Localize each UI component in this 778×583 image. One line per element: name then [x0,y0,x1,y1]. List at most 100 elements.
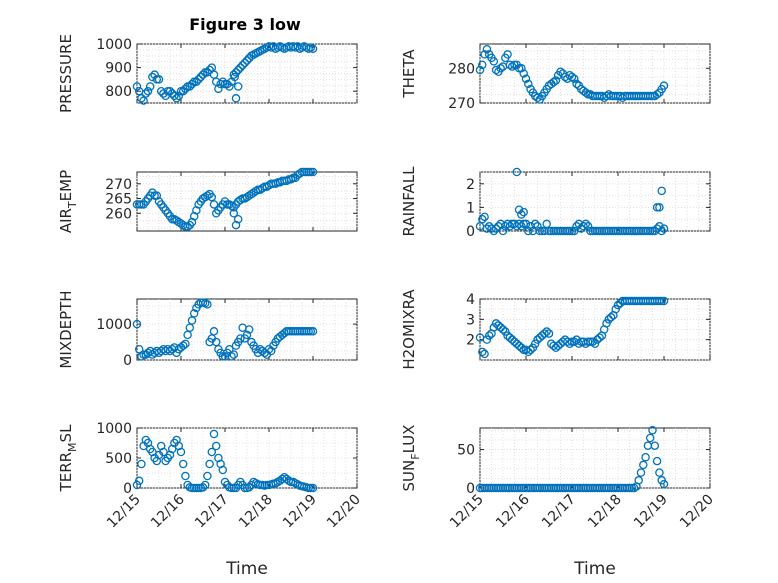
data-point [134,476,144,486]
data-point [181,84,190,94]
plot-area [479,171,711,232]
data-point [178,341,188,350]
data-point [214,84,223,94]
y-axis-label-tail: SL [57,424,75,443]
data-point [521,74,531,83]
data-point [141,89,151,98]
data-point [233,214,243,224]
data-point [233,82,243,91]
data-point [530,219,540,229]
data-point [222,79,232,89]
data-point [606,313,616,322]
data-point [514,205,524,215]
data-point [229,350,239,359]
data-point [491,65,501,75]
data-point [172,94,181,103]
y-axis-label: AIRTEMP [57,170,79,233]
data-point [590,339,600,348]
y-axis-label-sub: T [66,201,79,209]
data-point [196,72,206,82]
data-point [535,226,545,236]
y-axis-label: MIXDEPTH [57,290,75,368]
x-tick-label: 12/17 [539,492,579,532]
series-markers [132,429,318,493]
data-point [137,94,146,103]
y-axis-label-main: SUN [400,460,418,492]
y-tick-label: 1000 [96,37,132,53]
y-axis-label: H2OMIXRA [400,289,418,370]
y-tick-label: 900 [105,61,132,77]
y-tick-label: 50 [457,443,475,459]
series-markers [475,296,669,359]
data-point [478,214,487,224]
y-tick-label: 265 [105,192,132,208]
data-point [528,343,538,353]
data-point [132,319,142,329]
y-tick-label: 270 [448,96,475,112]
data-point [137,352,146,361]
grid [136,427,358,489]
data-point [145,82,155,91]
data-point [652,90,662,99]
y-tick-label: 3 [466,312,475,328]
data-point [203,471,212,481]
y-axis-label-main: THETA [400,49,418,99]
y-axis-label-sub: F [409,453,422,459]
data-point [480,349,489,359]
data-point [176,447,186,457]
data-point [648,91,657,101]
data-point [565,339,574,348]
grid [479,428,711,489]
data-point [240,58,250,68]
y-tick-label: 260 [105,206,132,222]
data-point [308,44,318,53]
data-point [634,476,643,485]
data-point [659,479,669,489]
data-point [659,224,669,233]
data-point [526,345,535,355]
data-point [533,93,542,103]
data-point [519,207,528,217]
y-tick-label: 0 [466,224,475,240]
y-axis-label-main: AIR [57,208,75,233]
data-point [480,212,489,222]
data-point [556,67,565,77]
data-point [655,296,664,306]
data-point [218,465,228,475]
data-point [475,65,485,75]
data-point [567,72,577,82]
data-point [165,86,175,96]
subplot-5: 0 1000 MIXDEPTH [57,290,358,369]
data-point [489,57,499,66]
data-point [189,309,199,318]
data-point [657,186,666,196]
y-axis-label-main: RAINFALL [400,166,418,237]
data-point [517,343,526,353]
y-axis-label-main: TERR [57,452,75,493]
data-point [236,334,245,343]
data-point [657,296,666,306]
data-point [236,63,245,72]
data-point [230,72,239,82]
data-point [655,203,664,212]
data-point [659,81,669,90]
data-point [482,335,492,344]
y-tick-label: 4 [466,292,475,308]
series-markers [132,42,318,105]
x-tick-label: 12/15 [447,492,487,532]
data-point [205,459,214,469]
data-point [583,222,593,231]
y-tick-label: 0 [466,481,475,497]
data-point [503,50,512,59]
data-point [308,327,318,336]
data-point [579,222,588,231]
data-point [530,339,540,348]
x-axis-label: Time [573,559,616,579]
data-point [211,441,221,451]
data-point [565,226,574,236]
data-point [655,468,664,477]
y-tick-label: 0 [123,481,132,497]
data-point [238,60,247,70]
series-markers [475,44,669,104]
